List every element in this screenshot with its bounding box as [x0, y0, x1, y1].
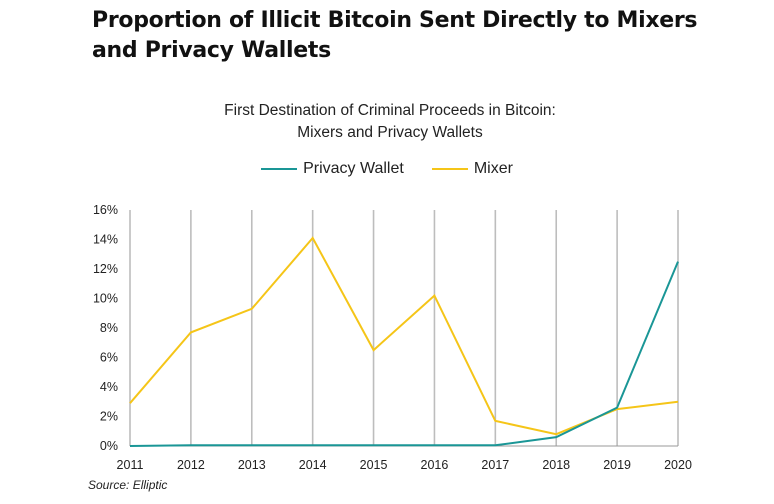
y-tick-label: 2%: [100, 410, 118, 424]
chart-subtitle: Mixers and Privacy Wallets: [297, 124, 483, 141]
series-line-mixer: [129, 236, 679, 436]
x-tick-label-2014: 2014: [299, 458, 327, 472]
tick-labels: 0% 2% 4% 6% 8% 10% 12% 14% 16% 2011 2012 2013 2014 20…: [93, 203, 692, 472]
x-tick-label-2013: 2013: [238, 458, 266, 472]
chart-legend: Privacy Wallet Mixer: [0, 160, 774, 178]
page-title: Proportion of Illicit Bitcoin Sent Direc…: [92, 8, 698, 63]
legend-item-mixer[interactable]: Mixer: [431, 160, 513, 178]
y-tick-label: 8%: [100, 321, 118, 335]
source-note: Source: Elliptic: [88, 478, 168, 492]
y-tick-label: 16%: [93, 203, 118, 217]
x-tick-label-2018: 2018: [542, 458, 570, 472]
x-tick-label-2015: 2015: [360, 458, 388, 472]
y-tick-label: 10%: [93, 292, 118, 306]
y-tick-label: 0%: [100, 439, 118, 453]
x-tick-label-2011: 2011: [117, 458, 144, 472]
legend-label-mixer: Mixer: [473, 160, 513, 177]
series-line-privacy-wallet: [129, 261, 679, 447]
x-tick-label-2019: 2019: [603, 458, 631, 472]
y-tick-label: 14%: [93, 233, 118, 247]
chart-title: First Destination of Criminal Proceeds i…: [224, 102, 556, 119]
x-tick-label-2017: 2017: [481, 458, 509, 472]
y-tick-label: 4%: [100, 380, 118, 394]
x-tick-label-2020: 2020: [664, 458, 692, 472]
legend-swatch-privacy-wallet: [261, 168, 298, 170]
chart-title-block: First Destination of Criminal Proceeds i…: [140, 100, 640, 144]
series-lines: [129, 236, 679, 447]
x-tick-label-2016: 2016: [421, 458, 449, 472]
y-tick-label: 6%: [100, 351, 118, 365]
legend-item-privacy-wallet[interactable]: Privacy Wallet: [261, 160, 404, 178]
grid-lines: [129, 210, 679, 446]
legend-swatch-mixer: [431, 168, 468, 170]
x-tick-label-2012: 2012: [177, 458, 205, 472]
y-tick-label: 12%: [93, 262, 118, 276]
legend-label-privacy-wallet: Privacy Wallet: [303, 160, 404, 177]
